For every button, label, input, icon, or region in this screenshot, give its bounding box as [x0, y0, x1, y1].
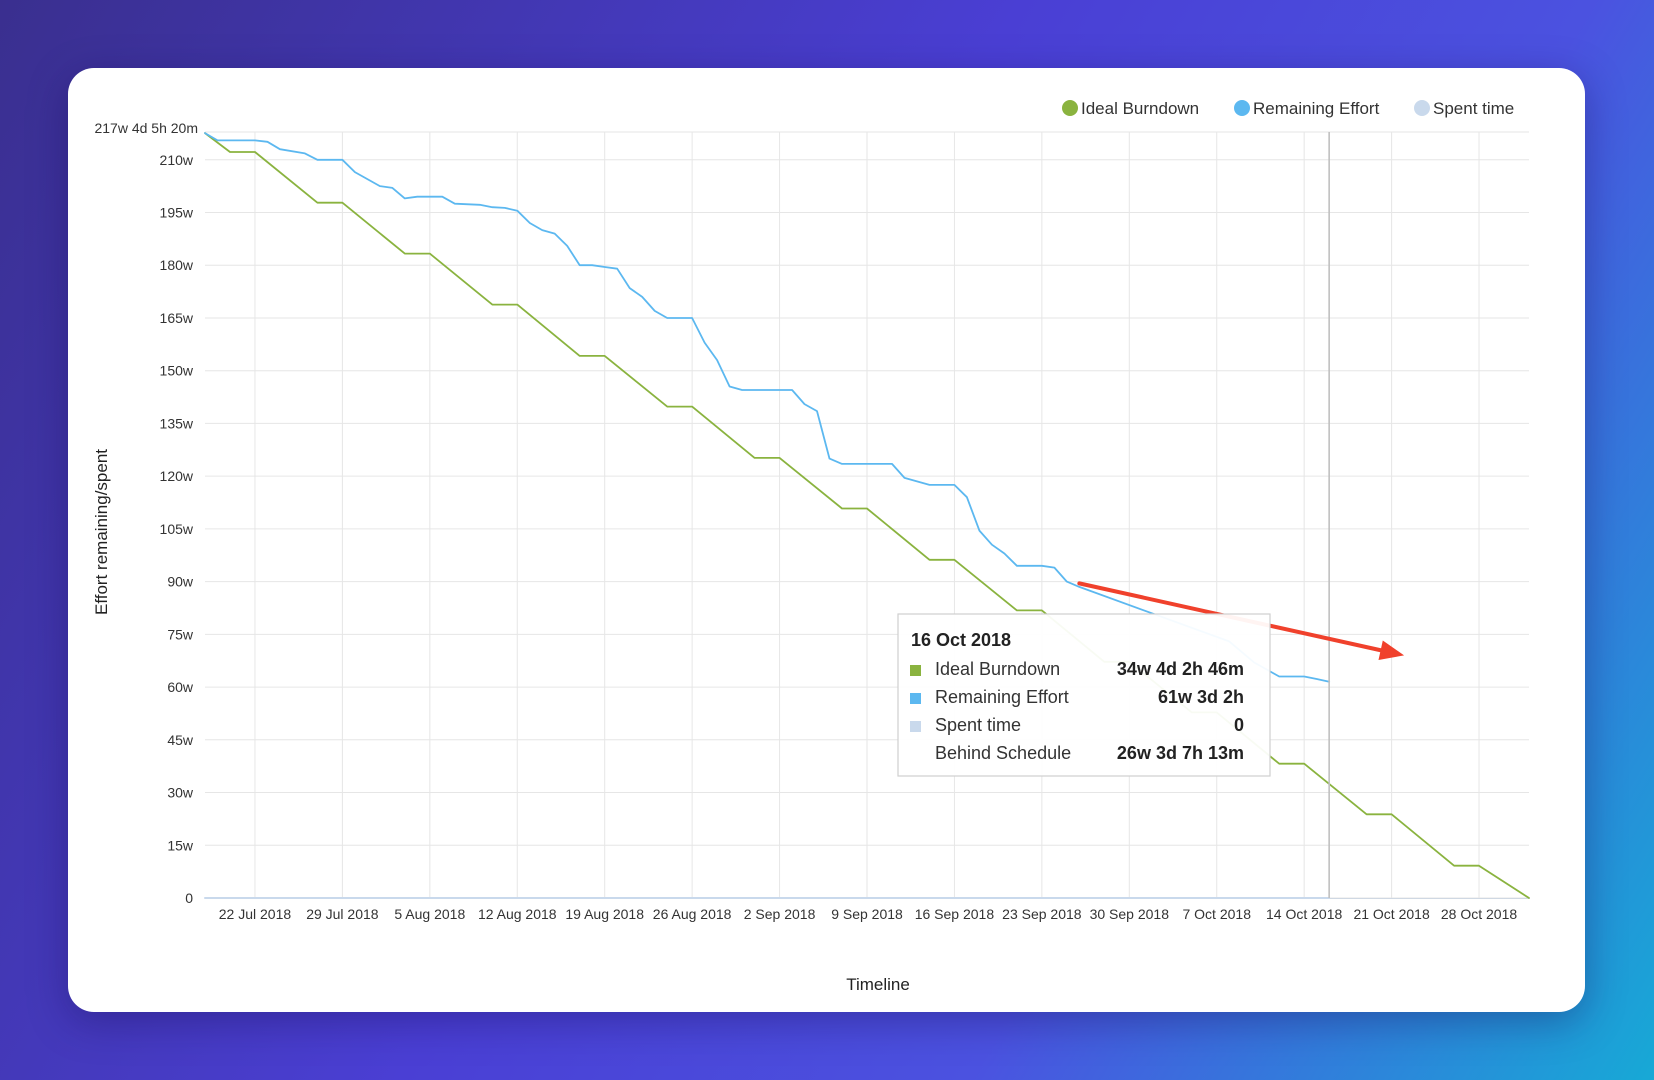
x-tick-label-2018-10-28: 28 Oct 2018 [1441, 906, 1517, 922]
y-tick-label-210w: 210w [160, 152, 194, 168]
x-tick-label-2018-10-07: 7 Oct 2018 [1182, 906, 1251, 922]
tooltip-label-spent-time: Spent time [935, 715, 1021, 735]
y-tick-label-0: 0 [185, 890, 193, 906]
y-tick-label-15w: 15w [167, 837, 194, 853]
legend-item-ideal-burndown[interactable]: Ideal Burndown [1062, 99, 1199, 118]
x-tick-label-2018-07-29: 29 Jul 2018 [306, 906, 379, 922]
x-tick-label-2018-09-09: 9 Sep 2018 [831, 906, 903, 922]
axes: 0 15w 30w 45w 60w 75w 90w 105w 120w 135w 150w 165w 1… [160, 152, 1529, 922]
y-tick-label-60w: 60w [167, 679, 194, 695]
gridlines [205, 131, 1529, 899]
x-axis-title: Timeline [846, 975, 910, 994]
x-tick-label-2018-10-14: 14 Oct 2018 [1266, 906, 1342, 922]
tooltip-swatch-spent-time [910, 721, 921, 732]
tooltip-label-ideal-burndown: Ideal Burndown [935, 659, 1060, 679]
x-tick-label-2018-08-19: 19 Aug 2018 [565, 906, 644, 922]
y-tick-label-180w: 180w [160, 257, 194, 273]
legend-item-remaining-effort[interactable]: Remaining Effort [1234, 99, 1380, 118]
tooltip-swatch-ideal-burndown [910, 665, 921, 676]
legend-swatch-spent-time [1414, 100, 1430, 116]
legend: Ideal Burndown Remaining Effort Spent ti… [1062, 99, 1514, 118]
legend-swatch-remaining-effort [1234, 100, 1250, 116]
tooltip-label-remaining-effort: Remaining Effort [935, 687, 1069, 707]
x-tick-label-2018-08-05: 5 Aug 2018 [394, 906, 465, 922]
x-tick-label-2018-07-22: 22 Jul 2018 [219, 906, 292, 922]
y-tick-label-45w: 45w [167, 732, 194, 748]
legend-label-remaining-effort: Remaining Effort [1253, 99, 1380, 118]
x-tick-label-2018-09-16: 16 Sep 2018 [915, 906, 995, 922]
x-tick-label-2018-09-23: 23 Sep 2018 [1002, 906, 1082, 922]
y-axis-title: Effort remaining/spent [92, 449, 111, 615]
series-line-remaining-effort [204, 132, 1331, 683]
annotation-arrow-head [1378, 640, 1405, 660]
legend-item-spent-time[interactable]: Spent time [1414, 99, 1514, 118]
x-tick-label-2018-09-02: 2 Sep 2018 [744, 906, 816, 922]
legend-label-ideal-burndown: Ideal Burndown [1081, 99, 1199, 118]
tooltip-swatch-remaining-effort [910, 693, 921, 704]
tooltip-box [897, 613, 1271, 777]
tooltip-value-ideal-burndown: 34w 4d 2h 46m [1117, 659, 1244, 679]
burndown-chart: 0 15w 30w 45w 60w 75w 90w 105w 120w 135w 150w 165w 1… [92, 99, 1530, 994]
x-tick-label-2018-08-12: 12 Aug 2018 [478, 906, 557, 922]
tooltip-title: 16 Oct 2018 [911, 630, 1011, 650]
y-tick-label-120w: 120w [160, 468, 194, 484]
y-tick-label-105w: 105w [160, 521, 194, 537]
series [204, 132, 1530, 899]
tooltip-value-behind-schedule: 26w 3d 7h 13m [1117, 743, 1244, 763]
x-tick-label-2018-10-21: 21 Oct 2018 [1353, 906, 1429, 922]
x-tick-label-2018-09-30: 30 Sep 2018 [1090, 906, 1170, 922]
y-tick-label-135w: 135w [160, 415, 194, 431]
tooltip-value-spent-time: 0 [1234, 715, 1244, 735]
chart-card: 0 15w 30w 45w 60w 75w 90w 105w 120w 135w 150w 165w 1… [68, 68, 1585, 1012]
legend-label-spent-time: Spent time [1433, 99, 1514, 118]
y-tick-label-max: 217w 4d 5h 20m [94, 120, 198, 136]
tooltip-label-behind-schedule: Behind Schedule [935, 743, 1071, 763]
y-tick-label-30w: 30w [167, 785, 194, 801]
y-tick-label-195w: 195w [160, 205, 194, 221]
tooltip-value-remaining-effort: 61w 3d 2h [1158, 687, 1244, 707]
y-tick-label-75w: 75w [167, 626, 194, 642]
x-tick-label-2018-08-26: 26 Aug 2018 [653, 906, 732, 922]
tooltip: 16 Oct 2018 Ideal Burndown 34w 4d 2h 46m… [897, 613, 1271, 777]
legend-swatch-ideal-burndown [1062, 100, 1078, 116]
y-tick-label-90w: 90w [167, 574, 194, 590]
series-line-ideal-burndown [204, 132, 1530, 899]
y-tick-label-165w: 165w [160, 310, 194, 326]
y-tick-label-150w: 150w [160, 363, 194, 379]
